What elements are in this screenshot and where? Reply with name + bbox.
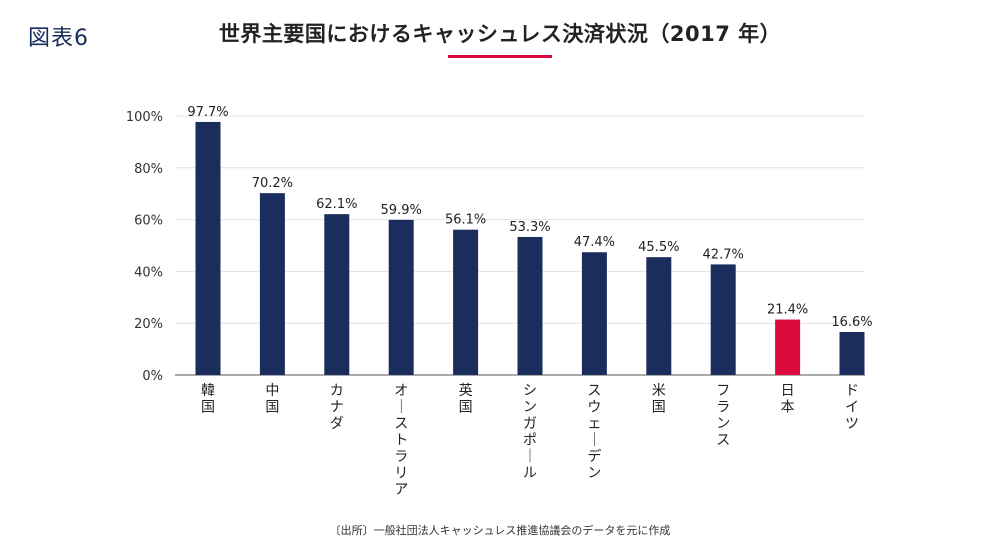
x-tick-label: 中国 [265,383,279,416]
data-label: 59.9% [381,203,422,218]
bar [259,193,285,375]
data-label: 53.3% [509,220,550,235]
figure-label: 図表6 [28,26,89,51]
y-tick-label: 80% [134,162,163,177]
data-label: 45.5% [638,240,679,255]
x-tick-label: カナダ [330,383,344,432]
data-label: 47.4% [574,235,615,250]
y-tick-label: 0% [142,369,163,384]
data-label: 97.7% [187,105,228,120]
x-tick-label: フランス [716,383,730,449]
bar [775,319,801,375]
x-tick-label: オ｜ストラリア [394,383,408,498]
x-tick-label: 日本 [781,383,795,416]
bar [646,257,672,375]
x-tick-label: 韓国 [201,383,215,416]
data-label: 70.2% [252,176,293,191]
data-label: 56.1% [445,213,486,228]
x-tick-label: スウェ｜デン [587,383,601,482]
y-tick-label: 60% [134,214,163,229]
bar [324,214,350,375]
bar [517,236,543,375]
chart-title: 世界主要国におけるキャッシュレス決済状況（2017 年） [218,22,782,46]
data-label: 16.6% [831,315,872,330]
y-tick-label: 40% [134,265,163,280]
bar [388,219,414,375]
data-label: 21.4% [767,303,808,318]
x-tick-label: ドイツ [845,383,859,432]
source-note: 〔出所〕一般社団法人キャッシュレス推進協議会のデータを元に作成 [329,524,671,537]
y-tick-label: 100% [126,110,163,125]
bar [839,332,865,375]
title-underline [448,55,552,58]
x-tick-label: 米国 [652,383,666,416]
data-label: 42.7% [703,247,744,262]
x-tick-label: 英国 [459,382,473,416]
y-tick-label: 20% [134,317,163,332]
bar [453,229,479,375]
bar [195,121,221,375]
x-tick-label: シンガポ｜ル [523,383,537,482]
data-label: 62.1% [316,197,357,212]
bar [710,264,736,375]
bar [581,252,607,375]
